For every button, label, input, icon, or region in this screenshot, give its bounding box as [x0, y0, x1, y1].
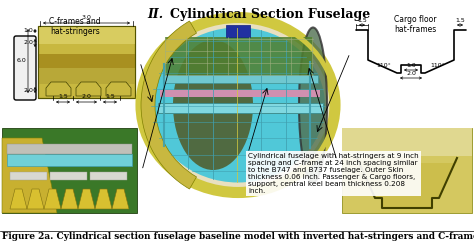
Bar — [10, 172, 47, 180]
FancyBboxPatch shape — [14, 36, 36, 100]
Bar — [226, 25, 250, 37]
Polygon shape — [357, 158, 457, 208]
Wedge shape — [141, 21, 197, 189]
Text: 2.0: 2.0 — [406, 71, 416, 76]
Text: 110°: 110° — [430, 63, 446, 68]
Bar — [90, 172, 127, 180]
Polygon shape — [78, 189, 95, 209]
Polygon shape — [27, 189, 44, 209]
Text: 1.5: 1.5 — [455, 18, 465, 23]
Ellipse shape — [299, 27, 327, 183]
FancyBboxPatch shape — [38, 26, 135, 98]
Text: II.: II. — [147, 8, 163, 21]
Bar — [50, 172, 87, 180]
Bar — [7, 154, 132, 166]
Polygon shape — [44, 189, 61, 209]
Bar — [38, 26, 135, 44]
Text: C-frames and
hat-stringers: C-frames and hat-stringers — [49, 17, 101, 37]
Polygon shape — [46, 82, 71, 96]
Bar — [158, 103, 323, 113]
Text: Cylindrical fuselage with hat-stringers at 9 inch
spacing and C-frame at 24 inch: Cylindrical fuselage with hat-stringers … — [248, 153, 419, 194]
Bar — [7, 144, 132, 154]
Text: 1.0: 1.0 — [406, 63, 416, 68]
Text: 1.5: 1.5 — [357, 18, 367, 23]
Text: 2.0: 2.0 — [82, 94, 91, 99]
Text: Cylindrical Section Fuselage: Cylindrical Section Fuselage — [170, 8, 370, 21]
Polygon shape — [2, 138, 57, 213]
Text: Figure 2a. Cylindrical section fuselage baseline model with inverted hat-stringe: Figure 2a. Cylindrical section fuselage … — [2, 232, 474, 241]
Text: 1.5: 1.5 — [105, 94, 115, 99]
Text: 110°: 110° — [377, 63, 392, 68]
Text: 2.0: 2.0 — [24, 40, 34, 46]
Bar — [38, 68, 135, 84]
Bar — [2, 128, 137, 213]
Polygon shape — [106, 82, 131, 96]
Polygon shape — [95, 189, 112, 209]
Ellipse shape — [173, 40, 253, 170]
Text: 1.5: 1.5 — [58, 94, 68, 99]
Text: 3.0: 3.0 — [82, 15, 91, 20]
Polygon shape — [10, 189, 27, 209]
Bar — [342, 128, 472, 213]
Bar — [165, 37, 313, 75]
Polygon shape — [61, 189, 78, 209]
Bar — [160, 90, 320, 97]
Text: 1.0: 1.0 — [24, 28, 34, 34]
Ellipse shape — [151, 27, 325, 183]
Text: Cargo floor
hat-frames: Cargo floor hat-frames — [394, 15, 436, 34]
Bar — [38, 54, 135, 68]
Polygon shape — [112, 189, 129, 209]
Text: 6.0: 6.0 — [16, 59, 26, 63]
Bar — [342, 128, 472, 156]
Bar — [163, 75, 318, 83]
Ellipse shape — [141, 17, 335, 193]
Text: 2.0: 2.0 — [24, 87, 34, 93]
Polygon shape — [76, 82, 101, 96]
